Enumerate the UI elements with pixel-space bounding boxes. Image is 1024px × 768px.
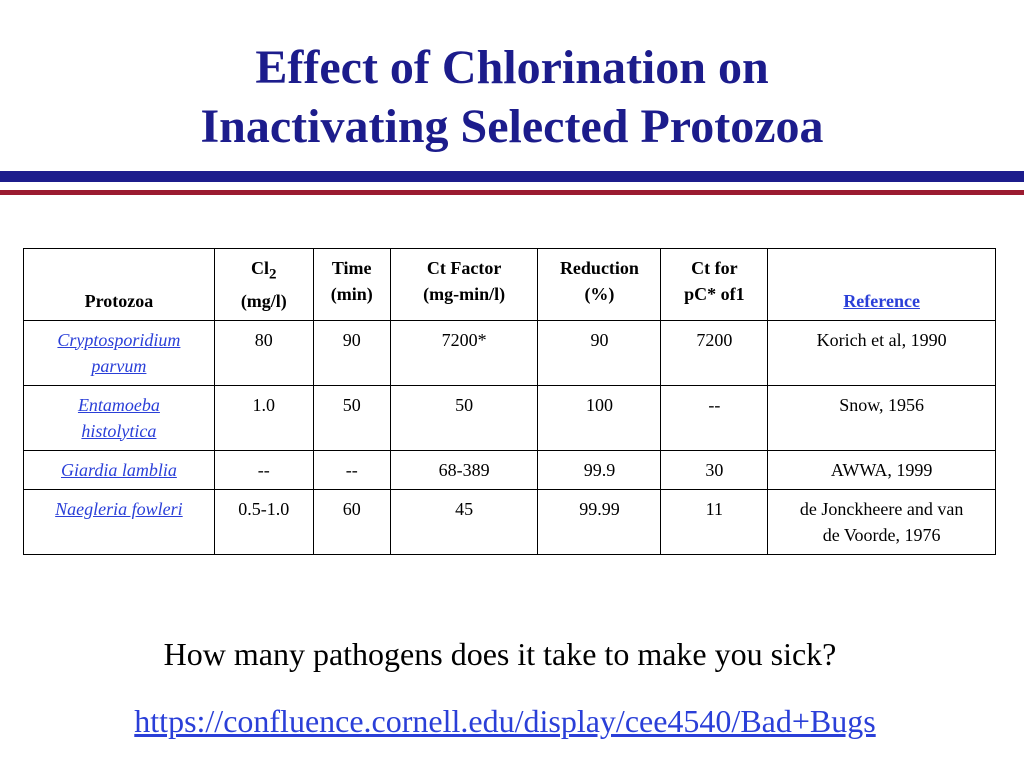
- ct-factor-cell: 68-389: [389, 449, 539, 490]
- protozoa-name-line2[interactable]: histolytica: [81, 420, 157, 441]
- protozoa-link-naegleria[interactable]: Naegleria fowleri: [55, 498, 183, 519]
- ct-for-cell: 11: [660, 488, 769, 555]
- header-protozoa: Protozoa: [23, 248, 215, 321]
- url-link[interactable]: https://confluence.cornell.edu/display/c…: [134, 703, 876, 739]
- reference-line2: de Voorde, 1976: [822, 524, 941, 545]
- header-ct-unit: (mg-min/l): [423, 284, 506, 304]
- protozoa-cell: Giardia lamblia: [23, 449, 215, 490]
- header-time-label: Time: [331, 258, 372, 278]
- cl2-cell: 0.5-1.0: [213, 488, 314, 555]
- header-ctfor-label2: pC* of1: [684, 284, 745, 304]
- protozoa-cell: Entamoeba histolytica: [23, 384, 215, 451]
- protozoa-link-entamoeba[interactable]: Entamoeba histolytica: [78, 395, 160, 441]
- slide-title: Effect of Chlorination on Inactivating S…: [0, 38, 1024, 156]
- ct-for-cell: 7200: [660, 319, 769, 386]
- divider-red: [0, 190, 1024, 195]
- protozoa-name-line1[interactable]: Entamoeba: [77, 394, 160, 415]
- protozoa-link-cryptosporidium[interactable]: Cryptosporidium parvum: [57, 330, 180, 376]
- reduction-cell: 100: [537, 384, 662, 451]
- header-reduction: Reduction (%): [537, 248, 662, 321]
- table-row: Naegleria fowleri 0.5-1.0 60 45 99.99 11…: [23, 488, 996, 555]
- reference-line1: de Jonckheere and van: [799, 498, 964, 519]
- reference-cell: Korich et al, 1990: [767, 319, 996, 386]
- header-reduction-label: Reduction: [559, 258, 639, 278]
- reduction-cell: 99.99: [537, 488, 662, 555]
- time-cell: --: [312, 449, 391, 490]
- reference-link[interactable]: Reference: [843, 290, 920, 311]
- slide-title-line1: Effect of Chlorination on: [255, 41, 769, 94]
- table-header-row: Protozoa Cl2 (mg/l) Time (min) Ct Factor…: [23, 248, 996, 321]
- ct-factor-cell: 50: [389, 384, 539, 451]
- divider-blue: [0, 171, 1024, 182]
- cl2-cell: 80: [213, 319, 314, 386]
- reference-cell: AWWA, 1999: [767, 449, 996, 490]
- header-reduction-unit: (%): [584, 284, 615, 304]
- reference-cell: Snow, 1956: [767, 384, 996, 451]
- chlorination-table: Protozoa Cl2 (mg/l) Time (min) Ct Factor…: [23, 248, 996, 555]
- protozoa-link-giardia[interactable]: Giardia lamblia: [61, 459, 177, 480]
- protozoa-name-line1[interactable]: Cryptosporidium: [57, 329, 181, 350]
- header-ct-label: Ct Factor: [426, 258, 502, 278]
- table-row: Entamoeba histolytica 1.0 50 50 100 -- Sn…: [23, 384, 996, 451]
- header-cl2: Cl2 (mg/l): [213, 248, 314, 321]
- header-ct-factor: Ct Factor (mg-min/l): [389, 248, 539, 321]
- header-reference: Reference: [767, 248, 996, 321]
- table-row: Cryptosporidium parvum 80 90 7200* 90 720…: [23, 319, 996, 386]
- ct-for-cell: --: [660, 384, 769, 451]
- header-ctfor-label: Ct for: [691, 258, 738, 278]
- reference-cell: de Jonckheere and van de Voorde, 1976: [767, 488, 996, 555]
- ct-factor-cell: 7200*: [389, 319, 539, 386]
- header-time-unit: (min): [330, 284, 373, 304]
- reduction-cell: 90: [537, 319, 662, 386]
- header-time: Time (min): [312, 248, 391, 321]
- header-protozoa-label: Protozoa: [84, 290, 154, 311]
- protozoa-cell: Naegleria fowleri: [23, 488, 215, 555]
- ct-factor-cell: 45: [389, 488, 539, 555]
- cl2-cell: 1.0: [213, 384, 314, 451]
- time-cell: 90: [312, 319, 391, 386]
- time-cell: 50: [312, 384, 391, 451]
- protozoa-name-line2[interactable]: parvum: [91, 355, 147, 376]
- cl2-cell: --: [213, 449, 314, 490]
- table-row: Giardia lamblia -- -- 68-389 99.9 30 AWW…: [23, 449, 996, 490]
- reduction-cell: 99.9: [537, 449, 662, 490]
- header-ct-for: Ct for pC* of1: [660, 248, 769, 321]
- header-cl2-unit: (mg/l): [240, 290, 287, 311]
- question-text: How many pathogens does it take to make …: [163, 636, 837, 672]
- slide-title-line2: Inactivating Selected Protozoa: [200, 100, 824, 153]
- protozoa-cell: Cryptosporidium parvum: [23, 319, 215, 386]
- header-cl2-label: Cl: [251, 258, 270, 278]
- time-cell: 60: [312, 488, 391, 555]
- header-cl2-subscript: 2: [269, 266, 277, 283]
- ct-for-cell: 30: [660, 449, 769, 490]
